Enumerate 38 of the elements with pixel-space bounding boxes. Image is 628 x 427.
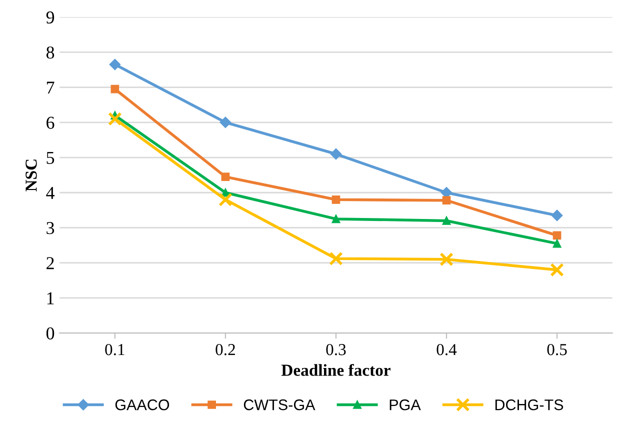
y-tick-label: 9 — [46, 11, 54, 24]
y-tick-label: 5 — [46, 152, 54, 164]
point — [332, 214, 340, 224]
y-tick-label: 8 — [46, 46, 54, 59]
point — [552, 231, 562, 240]
legend-label: CWTS-GA — [244, 399, 316, 410]
x-tick-label: 0.5 — [547, 344, 567, 356]
legend-label: GAACO — [115, 399, 170, 410]
x-tick-label: 0.2 — [216, 344, 235, 356]
point — [330, 148, 342, 160]
y-tick-label: 7 — [46, 82, 54, 94]
x-tick-label: 0.3 — [326, 344, 346, 356]
point — [332, 195, 340, 204]
y-tick-label: 0 — [46, 327, 54, 340]
point — [221, 172, 230, 181]
point — [109, 58, 121, 70]
point — [442, 216, 451, 225]
y-tick-label: 4 — [46, 187, 55, 199]
x-tick-label: 0.4 — [436, 344, 457, 356]
point — [442, 196, 451, 205]
point — [110, 84, 120, 94]
legend-label: PGA — [390, 399, 421, 410]
y-tick-label: 2 — [46, 257, 54, 270]
point — [440, 252, 454, 266]
x-axis-title: Deadline factor — [281, 364, 390, 376]
point — [218, 192, 232, 207]
point — [550, 262, 564, 277]
point — [551, 210, 563, 222]
y-tick-label: 6 — [46, 116, 54, 129]
legend-label: DCHG-TS — [495, 399, 564, 410]
x-tick-label: 0.1 — [105, 344, 124, 356]
point — [552, 239, 562, 248]
point — [329, 252, 343, 266]
y-axis-title: NSC — [26, 160, 37, 192]
y-tick-label: 3 — [46, 222, 54, 234]
point — [220, 116, 232, 128]
y-tick-label: 1 — [47, 292, 54, 304]
point — [108, 112, 122, 126]
